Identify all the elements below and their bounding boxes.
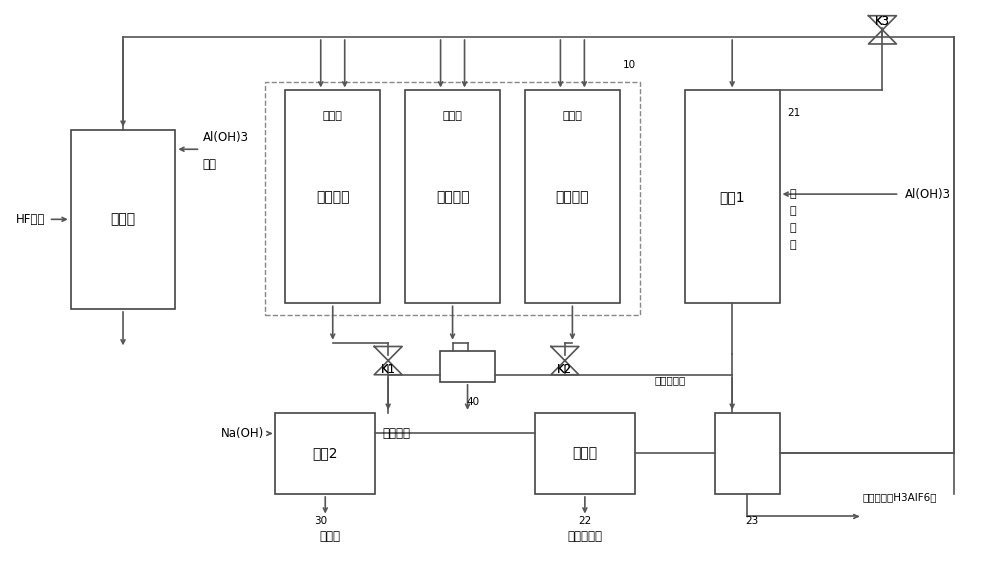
Bar [285, 90, 380, 303]
Text: Na(OH): Na(OH) [221, 427, 264, 440]
Text: 含氟废水（H3AlF6）: 含氟废水（H3AlF6） [862, 492, 937, 502]
Text: 固体: 固体 [202, 158, 216, 171]
Text: 获得氟化铝: 获得氟化铝 [567, 529, 602, 542]
Bar [405, 90, 500, 303]
Text: 10: 10 [623, 60, 636, 70]
Text: 二级喷淋: 二级喷淋 [436, 190, 469, 204]
Text: K2: K2 [557, 363, 572, 376]
Text: Al(OH)3: Al(OH)3 [202, 130, 248, 144]
Text: 检测酸度: 检测酸度 [382, 427, 410, 440]
Bar [685, 90, 780, 303]
Text: 合成2: 合成2 [312, 446, 338, 460]
Text: 23: 23 [745, 516, 758, 526]
Text: 酸: 酸 [790, 223, 796, 233]
Text: 40: 40 [466, 397, 480, 406]
Text: 一级喷淋: 一级喷淋 [316, 190, 349, 204]
Text: 流化床: 流化床 [110, 212, 136, 226]
Text: 氟: 氟 [790, 206, 796, 216]
Bar [525, 90, 620, 303]
Text: Al(OH)3: Al(OH)3 [904, 188, 950, 201]
Bar [71, 130, 175, 309]
Text: K3: K3 [875, 16, 890, 29]
Text: 喷淋水: 喷淋水 [562, 111, 582, 121]
Bar [535, 413, 635, 494]
Text: K3: K3 [875, 16, 890, 29]
Text: 三级喷淋: 三级喷淋 [556, 190, 589, 204]
Text: 冰晶石: 冰晶石 [320, 529, 341, 542]
Bar [715, 413, 780, 494]
Text: HF气体: HF气体 [16, 213, 46, 226]
Text: 21: 21 [788, 108, 801, 118]
Text: 喷淋水: 喷淋水 [323, 111, 343, 121]
Text: K1: K1 [381, 363, 396, 376]
Text: 氟化铝矾膏: 氟化铝矾膏 [655, 375, 686, 385]
Text: K1: K1 [381, 363, 396, 376]
Text: 合成1: 合成1 [719, 190, 745, 204]
Bar [440, 351, 495, 382]
Text: 22: 22 [578, 516, 592, 526]
Bar [275, 413, 375, 494]
Bar [265, 82, 640, 315]
Text: 30: 30 [314, 516, 327, 526]
Text: 干燥器: 干燥器 [572, 446, 597, 460]
Text: 喷淋水: 喷淋水 [443, 111, 463, 121]
Text: K2: K2 [557, 363, 572, 376]
Text: 氢: 氢 [790, 189, 796, 199]
Text: 液: 液 [790, 239, 796, 250]
